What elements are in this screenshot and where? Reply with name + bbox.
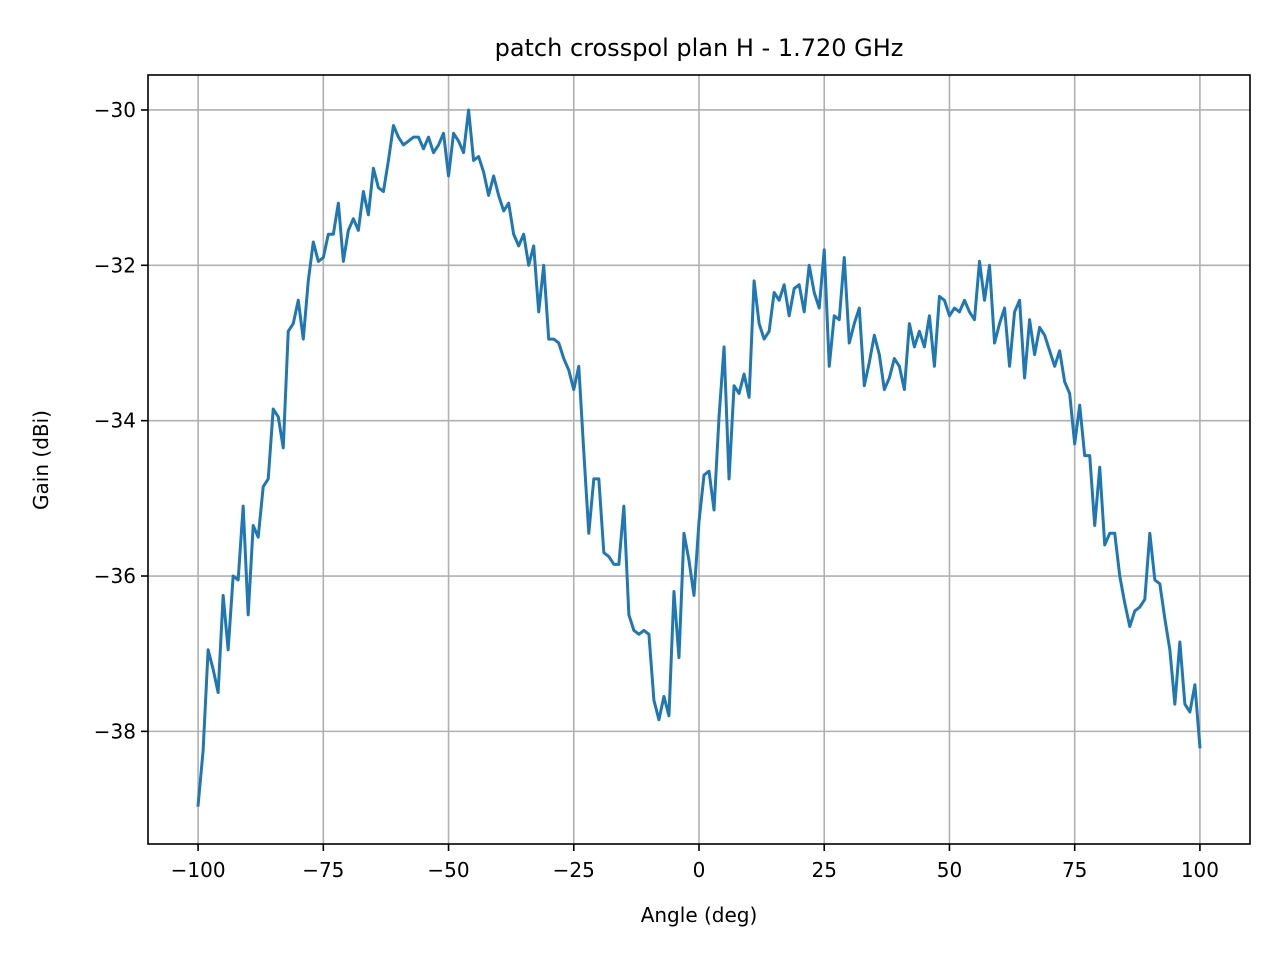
series-layer — [196, 108, 1202, 807]
y-tick-label: −32 — [94, 253, 136, 277]
x-tick-label: −50 — [427, 858, 469, 882]
x-tick-label: −75 — [302, 858, 344, 882]
x-tick-label: −25 — [553, 858, 595, 882]
chart-title: patch crosspol plan H - 1.720 GHz — [495, 34, 904, 62]
x-tick-label: 50 — [937, 858, 962, 882]
x-tick-label: 25 — [812, 858, 837, 882]
x-tick-label: 0 — [693, 858, 706, 882]
y-axis-label: Gain (dBi) — [29, 410, 53, 510]
x-axis-label: Angle (deg) — [641, 903, 758, 927]
y-tick-label: −38 — [94, 719, 136, 743]
x-tick-label: −100 — [171, 858, 226, 882]
grid — [148, 75, 1250, 844]
series-line — [196, 108, 1202, 807]
x-tick-label: 75 — [1062, 858, 1087, 882]
x-tick-label: 100 — [1181, 858, 1219, 882]
y-tick-label: −34 — [94, 409, 136, 433]
ticks: −100 −75 −50 −25 0 25 50 75 100 −38 −36 −34 −32 −30 — [94, 98, 1219, 882]
y-tick-label: −36 — [94, 564, 136, 588]
y-tick-label: −30 — [94, 98, 136, 122]
